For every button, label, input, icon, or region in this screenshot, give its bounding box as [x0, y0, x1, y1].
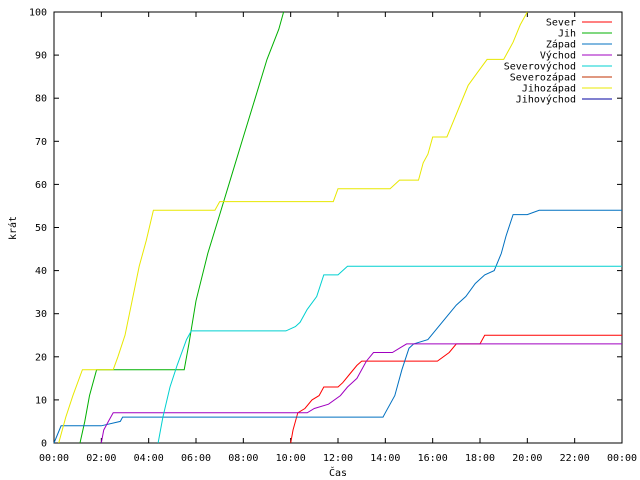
y-tick-label: 100	[29, 8, 47, 19]
y-tick-label: 20	[35, 352, 47, 363]
y-tick-label: 30	[35, 309, 47, 320]
series-line-jihozapad	[58, 11, 528, 444]
x-tick-label: 18:00	[465, 453, 495, 464]
legend: SeverJihZápadVýchodSeverovýchodSeverozáp…	[504, 18, 612, 106]
x-tick-label: 02:00	[86, 453, 116, 464]
legend-label-severozapad: Severozápad	[510, 72, 576, 84]
y-tick-label: 40	[35, 266, 47, 277]
y-tick-label: 50	[35, 223, 47, 234]
legend-label-vychod: Východ	[540, 50, 576, 62]
x-tick-label: 00:00	[39, 453, 69, 464]
y-tick-label: 80	[35, 94, 47, 105]
x-tick-label: 04:00	[134, 453, 164, 464]
y-tick-label: 10	[35, 395, 47, 406]
series-line-jih	[79, 11, 285, 444]
series-line-zapad	[53, 209, 622, 444]
y-axis: 0 10 20 30 40 50 60 70 80 90 100	[29, 8, 622, 450]
series-line-vychod	[100, 343, 622, 444]
x-tick-label: 06:00	[181, 453, 211, 464]
y-tick-label: 60	[35, 180, 47, 191]
x-axis: 00:00 02:00 04:00 06:00 08:00 10:00 12:00 14:00…	[39, 12, 637, 464]
legend-label-sever: Sever	[546, 18, 576, 29]
x-tick-label: 08:00	[228, 453, 258, 464]
legend-label-zapad: Západ	[546, 39, 576, 51]
x-tick-label: 22:00	[560, 453, 590, 464]
legend-label-jihozapad: Jihozápad	[522, 83, 576, 95]
x-tick-label: 14:00	[370, 453, 400, 464]
x-tick-label: 12:00	[323, 453, 353, 464]
y-axis-title: krát	[7, 216, 19, 240]
x-tick-label: 20:00	[512, 453, 542, 464]
series-layer	[53, 11, 622, 444]
x-tick-label: 16:00	[418, 453, 448, 464]
series-line-severovychod	[157, 265, 622, 444]
series-line-sever	[290, 334, 622, 444]
legend-label-severovychod: Severovýchod	[504, 61, 576, 73]
y-tick-label: 0	[41, 439, 47, 450]
y-tick-label: 90	[35, 51, 47, 62]
x-tick-label: 00:00	[607, 453, 637, 464]
y-tick-label: 70	[35, 137, 47, 148]
x-tick-label: 10:00	[276, 453, 306, 464]
legend-label-jih: Jih	[558, 29, 576, 40]
x-axis-title: Čas	[329, 466, 347, 479]
legend-label-jihovychod: Jihovýchod	[516, 94, 576, 106]
